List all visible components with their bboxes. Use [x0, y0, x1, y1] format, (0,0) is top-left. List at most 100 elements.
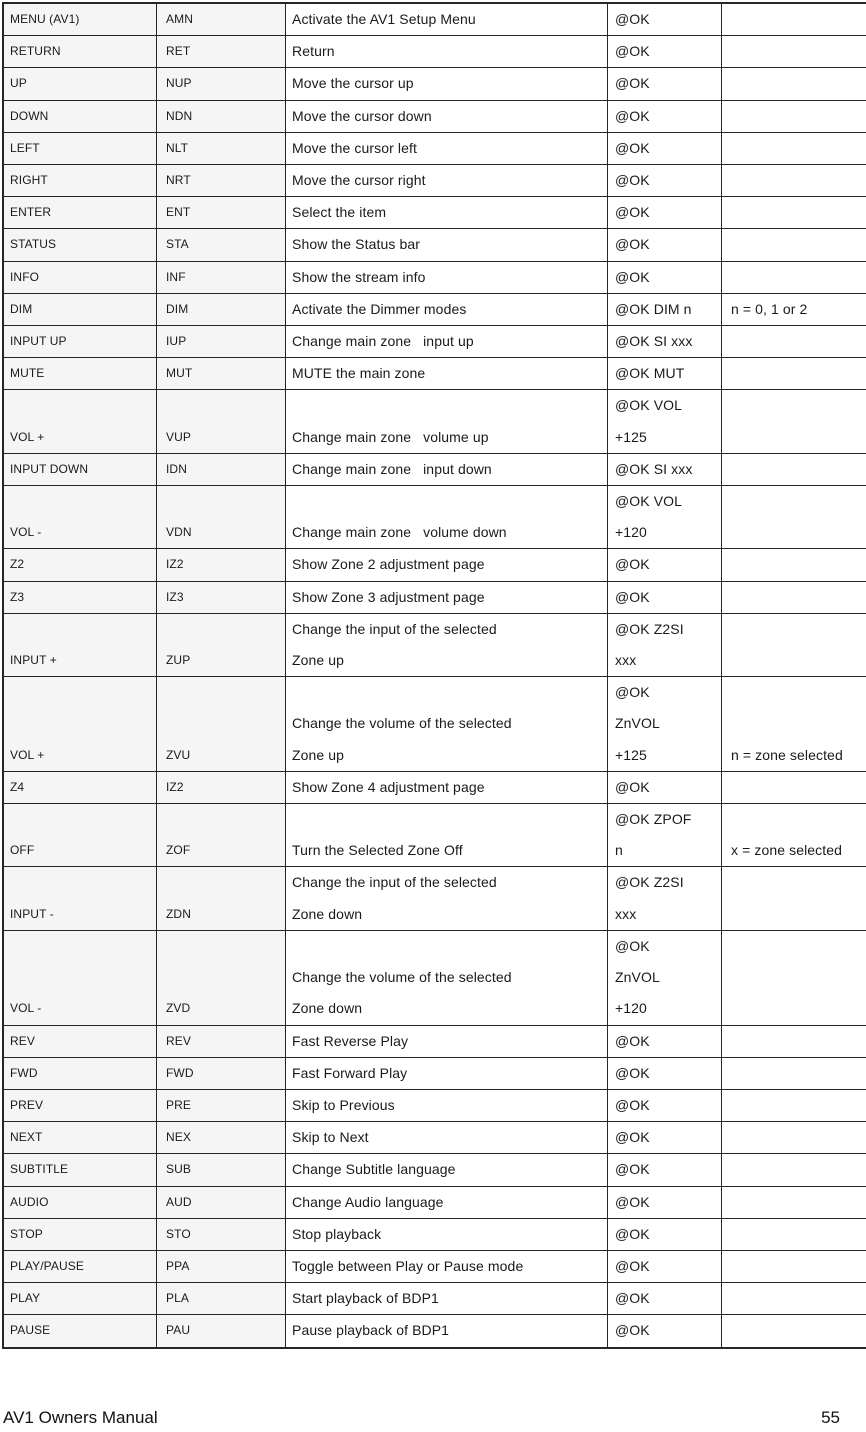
cell-note — [721, 612, 866, 678]
cell-description: Show Zone 4 adjustment page — [285, 770, 608, 805]
table-row: UP NUP Move the cursor up @OK — [2, 67, 866, 101]
cell-remote-button: VOL + — [2, 389, 157, 454]
cell-note: n = 0, 1 or 2 — [721, 292, 866, 327]
cell-command-code: IZ2 — [156, 548, 286, 582]
table-row: VOL - ZVD Change the volume of the selec… — [2, 929, 866, 1026]
cell-remote-button: INFO — [2, 260, 157, 294]
cell-description: Show Zone 2 adjustment page — [285, 548, 608, 582]
cell-note — [721, 485, 866, 550]
cell-command-code: STA — [156, 228, 286, 262]
cell-description: Turn the Selected Zone Off — [285, 803, 608, 868]
cell-response: @OK — [607, 2, 722, 37]
cell-description: Change the input of the selected Zone do… — [285, 866, 608, 931]
table-row: Z4 IZ2 Show Zone 4 adjustment page @OK — [2, 770, 866, 805]
cell-note — [721, 770, 866, 805]
cell-command-code: ZOF — [156, 803, 286, 868]
cell-response: @OK ZnVOL +125 — [607, 676, 722, 772]
cell-remote-button: FWD — [2, 1056, 157, 1090]
cell-note — [721, 929, 866, 1026]
cell-remote-button: STOP — [2, 1217, 157, 1251]
cell-remote-button: MUTE — [2, 357, 157, 391]
cell-response: @OK — [607, 580, 722, 614]
cell-note — [721, 1056, 866, 1090]
cell-note — [721, 260, 866, 294]
cell-response: @OK — [607, 1314, 722, 1349]
cell-remote-button: AUDIO — [2, 1185, 157, 1219]
cell-command-code: FWD — [156, 1056, 286, 1090]
cell-command-code: AMN — [156, 2, 286, 37]
table-row: STATUS STA Show the Status bar @OK — [2, 228, 866, 262]
cell-command-code: PPA — [156, 1249, 286, 1284]
table-row: PREV PRE Skip to Previous @OK — [2, 1088, 866, 1123]
cell-command-code: SUB — [156, 1153, 286, 1187]
cell-response: @OK — [607, 1249, 722, 1284]
cell-remote-button: UP — [2, 67, 157, 101]
cell-command-code: STO — [156, 1217, 286, 1251]
cell-response: @OK — [607, 548, 722, 582]
cell-note — [721, 196, 866, 230]
cell-note: x = zone selected — [721, 803, 866, 868]
table-row: REV REV Fast Reverse Play @OK — [2, 1024, 866, 1058]
cell-command-code: AUD — [156, 1185, 286, 1219]
cell-remote-button: INPUT + — [2, 612, 157, 678]
cell-description: Move the cursor left — [285, 131, 608, 166]
cell-description: Change main zone volume down — [285, 485, 608, 550]
cell-response: @OK — [607, 1217, 722, 1251]
table-row: INPUT - ZDN Change the input of the sele… — [2, 866, 866, 931]
cell-remote-button: Z3 — [2, 580, 157, 614]
cell-response: @OK — [607, 67, 722, 101]
cell-remote-button: Z4 — [2, 770, 157, 805]
cell-response: @OK — [607, 1024, 722, 1058]
cell-description: Change main zone volume up — [285, 389, 608, 454]
cell-note — [721, 35, 866, 69]
cell-response: @OK — [607, 770, 722, 805]
cell-response: @OK MUT — [607, 357, 722, 391]
cell-note — [721, 580, 866, 614]
cell-response: @OK — [607, 1153, 722, 1187]
cell-command-code: IZ2 — [156, 770, 286, 805]
cell-command-code: VDN — [156, 485, 286, 550]
cell-description: Change main zone input up — [285, 325, 608, 359]
cell-remote-button: VOL + — [2, 676, 157, 772]
cell-response: @OK — [607, 131, 722, 166]
cell-command-code: IUP — [156, 325, 286, 359]
cell-note — [721, 1121, 866, 1155]
footer-document-title: AV1 Owners Manual — [3, 1408, 158, 1427]
cell-note — [721, 548, 866, 582]
cell-description: Change the volume of the selected Zone u… — [285, 676, 608, 772]
cell-remote-button: STATUS — [2, 228, 157, 262]
cell-remote-button: PAUSE — [2, 1314, 157, 1349]
cell-command-code: ZDN — [156, 866, 286, 931]
cell-note — [721, 1282, 866, 1316]
cell-command-code: PRE — [156, 1088, 286, 1123]
cell-description: Show the Status bar — [285, 228, 608, 262]
cell-command-code: NUP — [156, 67, 286, 101]
cell-response: @OK VOL +125 — [607, 389, 722, 454]
cell-command-code: ZVU — [156, 676, 286, 772]
cell-response: @OK Z2SI xxx — [607, 612, 722, 678]
cell-description: Start playback of BDP1 — [285, 1282, 608, 1316]
cell-remote-button: INPUT DOWN — [2, 452, 157, 487]
cell-description: Skip to Previous — [285, 1088, 608, 1123]
cell-note — [721, 164, 866, 198]
table-row: PLAY/PAUSE PPA Toggle between Play or Pa… — [2, 1249, 866, 1284]
table-row: FWD FWD Fast Forward Play @OK — [2, 1056, 866, 1090]
cell-command-code: PAU — [156, 1314, 286, 1349]
cell-response: @OK — [607, 1056, 722, 1090]
table-row: PLAY PLA Start playback of BDP1 @OK — [2, 1282, 866, 1316]
cell-response: @OK — [607, 196, 722, 230]
table-row: NEXT NEX Skip to Next @OK — [2, 1121, 866, 1155]
cell-note — [721, 1249, 866, 1284]
table-row: VOL + VUP Change main zone volume up @OK… — [2, 389, 866, 454]
command-table: MENU (AV1) AMN Activate the AV1 Setup Me… — [2, 2, 866, 1349]
cell-description: Change Subtitle language — [285, 1153, 608, 1187]
cell-note — [721, 1185, 866, 1219]
cell-command-code: NRT — [156, 164, 286, 198]
footer-page-number: 55 — [821, 1408, 840, 1427]
cell-command-code: DIM — [156, 292, 286, 327]
cell-note — [721, 228, 866, 262]
cell-command-code: PLA — [156, 1282, 286, 1316]
cell-remote-button: DIM — [2, 292, 157, 327]
cell-description: Move the cursor right — [285, 164, 608, 198]
